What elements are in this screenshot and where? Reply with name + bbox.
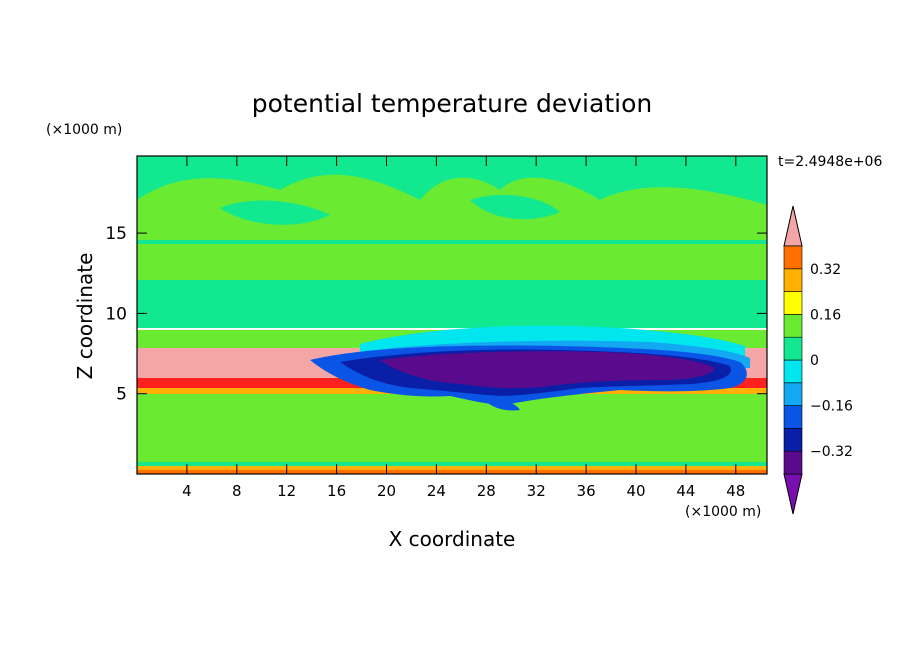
x-tick-label: 4 bbox=[182, 482, 192, 500]
x-tick-label: 40 bbox=[626, 482, 645, 500]
x-axis-unit: (×1000 m) bbox=[685, 504, 761, 520]
y-tick-label: 5 bbox=[116, 385, 127, 405]
colorbar-under-triangle bbox=[783, 473, 803, 515]
colorbar: 0.32 0.16 0 −0.16 −0.32 bbox=[783, 205, 853, 515]
colorbar-tick-label: 0 bbox=[810, 353, 819, 369]
upper-blob bbox=[220, 200, 330, 225]
x-tick-label: 32 bbox=[527, 482, 546, 500]
colorbar-over-triangle bbox=[783, 205, 803, 247]
colorbar-swatch bbox=[783, 359, 803, 384]
cold-pool-core bbox=[380, 351, 715, 389]
surface-warm-strip bbox=[137, 466, 767, 470]
colorbar-swatch bbox=[783, 428, 803, 452]
cold-pool-tail bbox=[480, 396, 520, 411]
colorbar-tick-label: −0.16 bbox=[810, 399, 853, 415]
x-axis-label: X coordinate bbox=[389, 527, 516, 551]
y-tick-label: 10 bbox=[105, 304, 127, 324]
x-tick-label: 8 bbox=[232, 482, 242, 500]
colorbar-swatch bbox=[783, 245, 803, 270]
colorbar-swatch bbox=[783, 268, 803, 292]
time-label: t=2.4948e+06 bbox=[778, 154, 882, 170]
colorbar-swatch bbox=[783, 336, 803, 361]
surface-strip bbox=[137, 470, 767, 474]
x-tick-label: 16 bbox=[327, 482, 346, 500]
colorbar-swatch bbox=[783, 450, 803, 475]
x-axis: 4 8 12 16 20 24 28 32 36 40 44 48 bbox=[182, 156, 745, 500]
chart-title: potential temperature deviation bbox=[252, 89, 652, 118]
y-axis-unit: (×1000 m) bbox=[46, 122, 122, 138]
x-tick-label: 24 bbox=[427, 482, 446, 500]
x-tick-label: 36 bbox=[577, 482, 596, 500]
colorbar-swatch bbox=[783, 382, 803, 406]
colorbar-swatch bbox=[783, 314, 803, 338]
colorbar-tick-label: 0.16 bbox=[810, 307, 841, 323]
heatmap-field bbox=[137, 156, 767, 474]
mid-upper-band bbox=[137, 244, 767, 284]
x-tick-label: 12 bbox=[277, 482, 296, 500]
plot-frame bbox=[136, 155, 768, 475]
colorbar-tick-label: 0.32 bbox=[810, 262, 841, 278]
colorbar-swatch bbox=[783, 405, 803, 429]
colorbar-swatch bbox=[783, 291, 803, 315]
colorbar-tick-label: −0.32 bbox=[810, 444, 853, 460]
x-tick-label: 44 bbox=[676, 482, 695, 500]
y-axis: 5 10 15 bbox=[105, 224, 767, 405]
x-tick-label: 28 bbox=[477, 482, 496, 500]
lower-troposphere-band bbox=[137, 394, 767, 474]
y-axis-label: Z coordinate bbox=[73, 253, 97, 380]
x-tick-label: 20 bbox=[377, 482, 396, 500]
y-tick-label: 15 bbox=[105, 224, 127, 244]
x-tick-label: 48 bbox=[726, 482, 745, 500]
layer-band bbox=[137, 280, 767, 328]
upper-blob bbox=[470, 194, 560, 220]
